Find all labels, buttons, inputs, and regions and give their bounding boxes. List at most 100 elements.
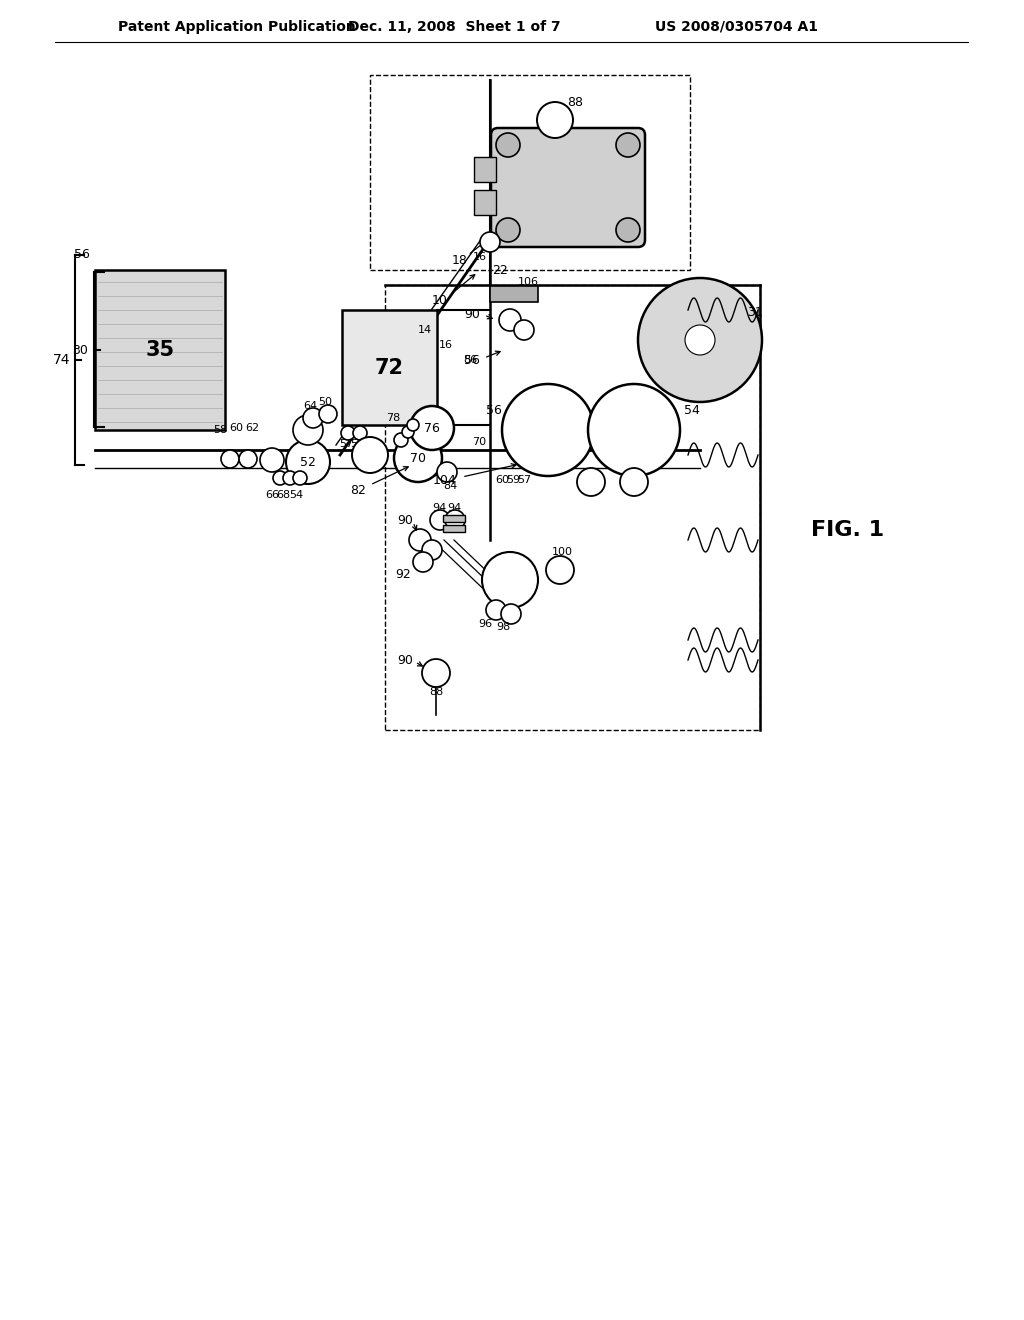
- Bar: [385, 285, 760, 730]
- Text: 60: 60: [361, 440, 375, 449]
- Text: 90: 90: [464, 309, 480, 322]
- Text: 66: 66: [265, 490, 279, 500]
- Circle shape: [273, 471, 287, 484]
- Text: 60: 60: [495, 475, 509, 484]
- Text: 18: 18: [452, 253, 468, 267]
- Circle shape: [588, 384, 680, 477]
- Circle shape: [293, 414, 323, 445]
- Text: 56: 56: [464, 354, 480, 367]
- Circle shape: [286, 440, 330, 484]
- Text: 10: 10: [432, 293, 447, 306]
- Text: 94: 94: [446, 503, 461, 513]
- Circle shape: [409, 529, 431, 550]
- Circle shape: [293, 471, 307, 484]
- Circle shape: [537, 102, 573, 139]
- Text: 22: 22: [493, 264, 508, 276]
- Bar: [474, 190, 496, 215]
- Circle shape: [496, 133, 520, 157]
- Text: 88: 88: [567, 95, 583, 108]
- Circle shape: [480, 232, 500, 252]
- Text: 106: 106: [517, 277, 539, 286]
- Circle shape: [410, 407, 454, 450]
- Text: 84: 84: [442, 480, 457, 491]
- Text: 56: 56: [74, 248, 90, 261]
- Text: 68: 68: [275, 490, 290, 500]
- Circle shape: [422, 659, 450, 686]
- Circle shape: [577, 469, 605, 496]
- Text: 59: 59: [506, 475, 520, 484]
- Text: 59: 59: [350, 440, 365, 449]
- Text: 70: 70: [410, 451, 426, 465]
- Text: 52: 52: [300, 455, 316, 469]
- Bar: [474, 157, 496, 182]
- Circle shape: [341, 426, 355, 440]
- Bar: [342, 310, 437, 425]
- Bar: [370, 75, 690, 271]
- Text: 16: 16: [439, 341, 453, 350]
- Circle shape: [260, 447, 284, 473]
- Text: 50: 50: [318, 397, 332, 407]
- Circle shape: [482, 552, 538, 609]
- Circle shape: [413, 552, 433, 572]
- Circle shape: [546, 556, 574, 583]
- Circle shape: [353, 426, 367, 440]
- Circle shape: [499, 309, 521, 331]
- Circle shape: [239, 450, 257, 469]
- Text: 88: 88: [429, 686, 443, 697]
- Bar: [490, 286, 538, 302]
- Text: 74: 74: [53, 352, 71, 367]
- Text: 31: 31: [748, 305, 763, 318]
- Text: 98: 98: [496, 622, 510, 632]
- Circle shape: [407, 418, 419, 432]
- FancyBboxPatch shape: [490, 128, 645, 247]
- Text: US 2008/0305704 A1: US 2008/0305704 A1: [655, 20, 818, 34]
- Text: 90: 90: [397, 513, 413, 527]
- Text: 35: 35: [145, 341, 174, 360]
- Text: 58: 58: [213, 425, 227, 436]
- Text: 96: 96: [478, 619, 493, 630]
- Circle shape: [402, 426, 414, 438]
- Text: 30: 30: [72, 343, 88, 356]
- Circle shape: [616, 218, 640, 242]
- Text: 14: 14: [418, 325, 432, 335]
- Text: 70: 70: [472, 437, 486, 447]
- Circle shape: [445, 510, 465, 531]
- Text: 76: 76: [424, 421, 440, 434]
- Text: 94: 94: [432, 503, 446, 513]
- Circle shape: [496, 218, 520, 242]
- Text: 54: 54: [289, 490, 303, 500]
- Circle shape: [422, 540, 442, 560]
- Text: 60: 60: [229, 422, 243, 433]
- Text: 92: 92: [395, 569, 411, 582]
- Circle shape: [501, 605, 521, 624]
- Text: Dec. 11, 2008  Sheet 1 of 7: Dec. 11, 2008 Sheet 1 of 7: [348, 20, 560, 34]
- Circle shape: [620, 469, 648, 496]
- Text: 57: 57: [517, 475, 531, 484]
- Circle shape: [283, 471, 297, 484]
- Text: 62: 62: [245, 422, 259, 433]
- Bar: [443, 515, 465, 521]
- Circle shape: [616, 133, 640, 157]
- Circle shape: [486, 601, 506, 620]
- Circle shape: [430, 510, 450, 531]
- Text: 72: 72: [375, 358, 403, 378]
- Text: 100: 100: [552, 546, 572, 557]
- Text: FIG. 1: FIG. 1: [811, 520, 885, 540]
- Circle shape: [638, 279, 762, 403]
- Circle shape: [352, 437, 388, 473]
- Circle shape: [437, 462, 457, 482]
- Text: 104: 104: [433, 474, 457, 487]
- Circle shape: [319, 405, 337, 422]
- Text: 16: 16: [473, 252, 487, 261]
- Text: Patent Application Publication: Patent Application Publication: [118, 20, 355, 34]
- Text: 86: 86: [463, 355, 477, 366]
- Circle shape: [514, 319, 534, 341]
- Text: 64: 64: [303, 401, 317, 411]
- Text: 82: 82: [350, 483, 366, 496]
- Text: 56: 56: [486, 404, 502, 417]
- Bar: [443, 525, 465, 532]
- Circle shape: [394, 434, 442, 482]
- Circle shape: [303, 408, 323, 428]
- Bar: [95, 271, 225, 430]
- Circle shape: [221, 450, 239, 469]
